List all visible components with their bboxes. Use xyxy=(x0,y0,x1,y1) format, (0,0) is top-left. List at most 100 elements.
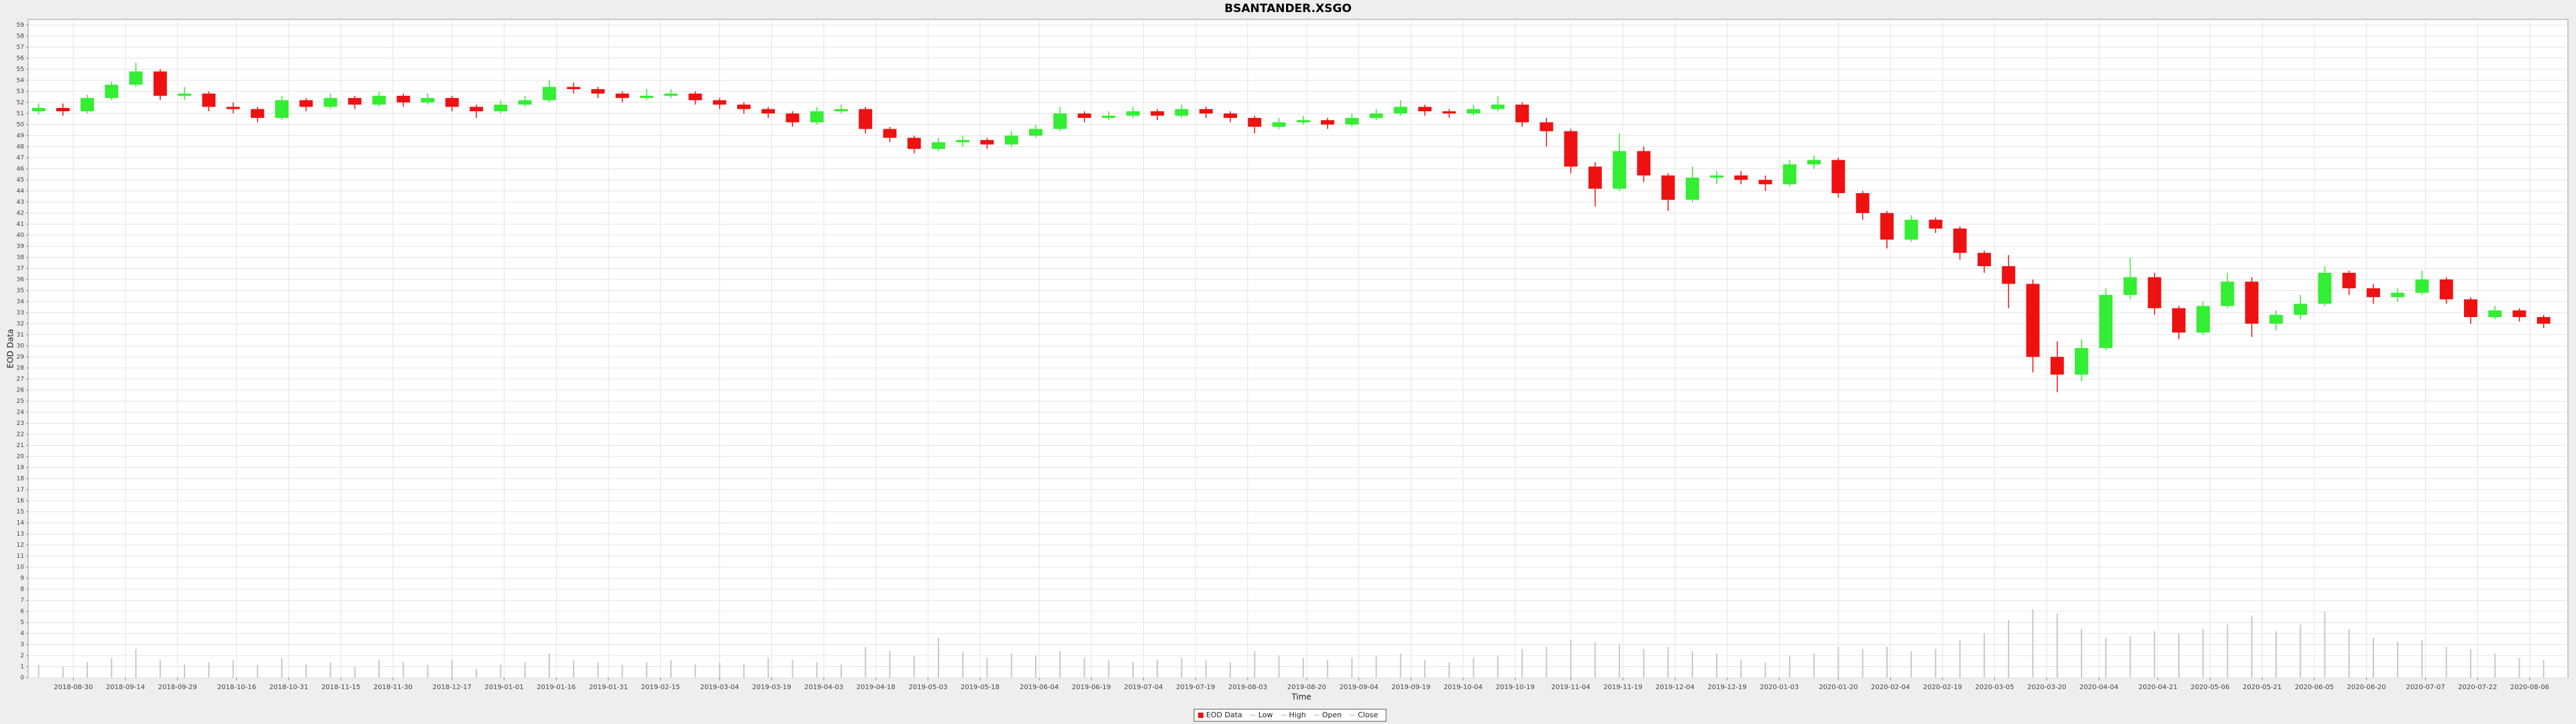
x-tick-label: 2018-12-17 xyxy=(433,684,472,691)
x-tick-label: 2019-06-04 xyxy=(1020,684,1059,691)
candle-body xyxy=(421,98,435,103)
y-tick-label: 5 xyxy=(20,619,24,626)
x-tick-label: 2018-11-15 xyxy=(321,684,360,691)
x-tick-label: 2018-10-31 xyxy=(269,684,308,691)
y-tick-label: 17 xyxy=(17,487,24,493)
candle-body xyxy=(178,93,192,96)
candle-body xyxy=(1929,219,1943,229)
legend-label: High xyxy=(1289,711,1305,719)
y-tick-label: 32 xyxy=(17,320,24,327)
x-tick-label: 2019-10-19 xyxy=(1496,684,1535,691)
y-tick-label: 26 xyxy=(17,387,25,394)
x-tick-label: 2019-01-16 xyxy=(537,684,576,691)
y-tick-label: 35 xyxy=(17,288,24,294)
candle-body xyxy=(1904,219,1919,240)
x-tick-label: 2020-02-19 xyxy=(1923,684,1962,691)
candle-body xyxy=(1515,105,1529,123)
x-tick-label: 2020-04-21 xyxy=(2139,684,2178,691)
candle-body xyxy=(1004,135,1018,145)
grid xyxy=(28,19,2568,678)
y-tick-label: 50 xyxy=(17,121,25,128)
y-tick-label: 53 xyxy=(17,88,24,95)
candle-body xyxy=(494,105,508,111)
candle-body xyxy=(2391,292,2405,298)
candle-body xyxy=(761,109,775,114)
x-tick-label: 2020-01-20 xyxy=(1819,684,1858,691)
y-tick-label: 1 xyxy=(20,664,24,670)
candle-body xyxy=(931,142,945,149)
candle-body xyxy=(1880,213,1894,240)
x-tick-label: 2019-04-18 xyxy=(857,684,896,691)
candle-body xyxy=(1782,164,1796,184)
candle-body xyxy=(2415,279,2429,293)
candle-body xyxy=(2318,272,2332,304)
y-tick-label: 41 xyxy=(17,221,24,228)
candle-body xyxy=(1175,109,1189,116)
candle-body xyxy=(1077,113,1091,118)
x-tick-label: 2020-07-22 xyxy=(2458,684,2497,691)
candle-body xyxy=(518,100,532,105)
x-tick-label: 2019-03-19 xyxy=(752,684,791,691)
y-tick-label: 54 xyxy=(17,77,25,84)
candle-body xyxy=(664,93,678,96)
x-tick-label: 2020-08-06 xyxy=(2510,684,2549,691)
y-tick-label: 12 xyxy=(17,542,24,548)
y-tick-label: 48 xyxy=(17,143,25,150)
y-tick-label: 52 xyxy=(17,99,24,106)
x-axis-title: Time xyxy=(1291,692,1311,702)
legend-box xyxy=(1193,709,1387,722)
x-tick-label: 2019-08-20 xyxy=(1287,684,1326,691)
x-tick-label: 2018-11-30 xyxy=(374,684,413,691)
y-tick-label: 7 xyxy=(20,597,24,604)
candle-body xyxy=(542,86,556,101)
candle-body xyxy=(1053,113,1067,129)
candle-body xyxy=(883,129,897,138)
candle-body xyxy=(2366,288,2380,298)
x-tick-label: 2018-09-29 xyxy=(158,684,197,691)
candle-body xyxy=(396,95,411,103)
candle-body xyxy=(250,109,264,118)
y-tick-label: 57 xyxy=(17,44,24,51)
x-tick-label: 2019-11-19 xyxy=(1603,684,1642,691)
x-tick-label: 2020-04-04 xyxy=(2080,684,2118,691)
candle-body xyxy=(1248,117,1262,127)
candle-body xyxy=(1321,120,1334,125)
y-tick-label: 28 xyxy=(17,365,25,371)
y-tick-label: 16 xyxy=(17,497,25,504)
plot-area xyxy=(28,19,2569,678)
candle-body xyxy=(1369,113,1383,118)
candle-body xyxy=(105,84,119,99)
y-tick-label: 3 xyxy=(20,642,24,648)
y-tick-label: 59 xyxy=(17,22,25,29)
y-tick-label: 21 xyxy=(17,442,24,449)
candle-body xyxy=(2099,294,2113,349)
candle-body xyxy=(1685,178,1699,200)
candle-body xyxy=(1734,175,1748,180)
y-tick-label: 55 xyxy=(17,66,24,73)
candle-body xyxy=(810,111,824,123)
candle-body xyxy=(1491,105,1505,109)
y-tick-label: 38 xyxy=(17,254,25,261)
y-tick-label: 2 xyxy=(20,652,24,659)
candle-body xyxy=(2050,357,2064,375)
candle-body xyxy=(1977,253,1991,267)
candle-body xyxy=(275,100,289,118)
candle-body xyxy=(737,105,751,109)
candle-body xyxy=(80,98,95,111)
candle-body xyxy=(1418,107,1432,111)
candle-body xyxy=(2488,310,2502,317)
candle-body xyxy=(2245,282,2259,324)
x-tick-label: 2020-05-21 xyxy=(2243,684,2282,691)
candle-body xyxy=(2002,266,2016,284)
y-tick-label: 18 xyxy=(17,475,25,482)
legend-swatch xyxy=(1197,713,1203,718)
y-tick-label: 29 xyxy=(17,354,25,361)
y-tick-label: 19 xyxy=(17,465,25,471)
candle-body xyxy=(129,71,143,85)
candle-body xyxy=(2269,314,2283,324)
legend-label: Low xyxy=(1258,711,1273,719)
candle-body xyxy=(567,86,581,89)
candle-body xyxy=(2342,272,2356,289)
candle-body xyxy=(2074,348,2088,375)
